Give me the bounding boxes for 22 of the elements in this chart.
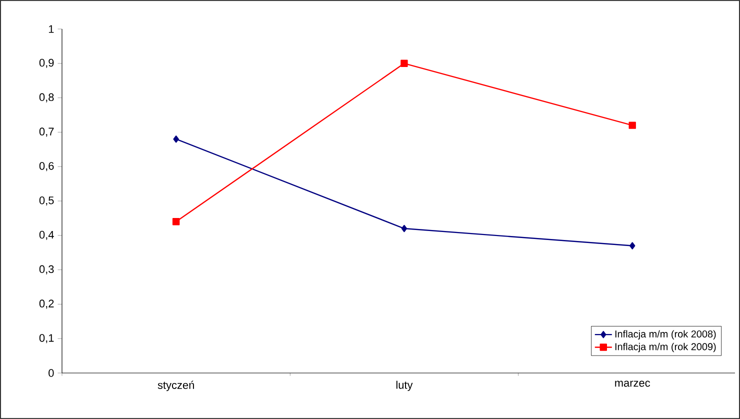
y-tick-label: 0,7 [39,128,54,137]
x-tick-label: styczeń [158,380,194,392]
legend-label: Inflacja m/m (rok 2009) [615,342,716,352]
y-tick-label: 0,1 [39,334,54,344]
y-tick-label: 0,5 [39,196,54,206]
y-tick-label: 0,9 [39,58,54,68]
legend-label: Inflacja m/m (rok 2008) [615,330,716,340]
point [173,135,179,143]
y-tick-label: 0,2 [39,300,54,309]
x-tick-label: luty [396,380,413,391]
y-tick-label: 1 [48,25,54,33]
point [172,218,180,226]
point [401,224,408,232]
y-tick-label: 0,3 [39,265,54,274]
point [628,122,636,129]
point [400,60,408,67]
y-tick-label: 0 [48,369,54,377]
y-tick-label: 0,8 [39,93,54,102]
point [630,242,636,250]
y-tick-label: 0,4 [39,230,54,240]
y-tick-label: 0,6 [39,162,54,172]
x-tick-label: marzec [615,380,650,387]
